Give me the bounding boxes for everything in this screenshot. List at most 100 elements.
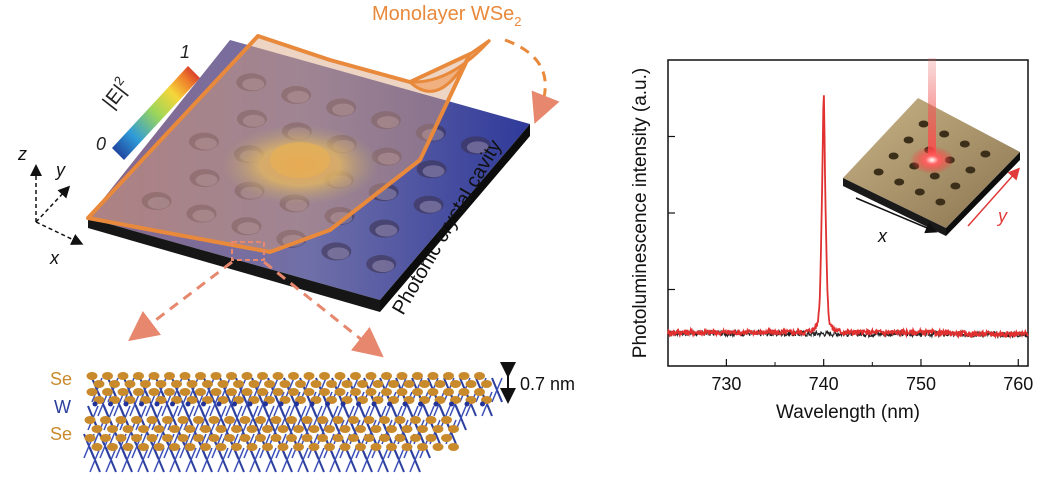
se-atom [164, 372, 175, 380]
se-atom [425, 434, 437, 442]
w-atom [356, 401, 361, 407]
se-atom [215, 425, 227, 433]
se-atom [195, 372, 206, 380]
se-atom [246, 425, 258, 433]
se-atom [224, 434, 235, 442]
se-atom [350, 372, 361, 380]
wse2-atomic-lattice [83, 372, 503, 473]
se-atom [441, 416, 452, 424]
w-atom [371, 401, 377, 407]
se-atom [350, 388, 361, 396]
plot-frame [667, 59, 1029, 367]
layer-se-bottom: Se [50, 424, 72, 444]
inset-hole [980, 150, 991, 158]
se-atom [425, 416, 437, 424]
inset-hole [918, 120, 929, 128]
se-atom [231, 425, 242, 433]
inset-y-label: y [996, 206, 1008, 226]
se-atom [241, 388, 253, 396]
se-atom [394, 416, 406, 424]
crystal-hole [236, 73, 267, 92]
se-atom [155, 380, 167, 388]
se-atom [86, 388, 98, 396]
crystal-hole [369, 219, 400, 238]
inset-hole [929, 172, 940, 180]
se-atom [394, 434, 406, 442]
x-tick-label: 740 [809, 374, 839, 394]
w-atom [170, 401, 175, 407]
se-atom [365, 388, 377, 396]
crystal-hole [141, 191, 172, 210]
se-atom [372, 380, 384, 388]
se-atom [226, 372, 237, 380]
se-atom [277, 443, 289, 451]
w-atom [387, 401, 392, 407]
se-atom [146, 416, 158, 424]
se-atom [324, 443, 335, 451]
crystal-hole [416, 160, 447, 179]
inset-hole [959, 140, 970, 148]
se-atom [262, 443, 273, 451]
se-atom [257, 388, 268, 396]
se-atom [122, 425, 134, 433]
x-tick-label: 750 [906, 374, 936, 394]
se-atom [308, 443, 320, 451]
se-atom [264, 380, 275, 388]
x-tick-label: 730 [711, 374, 741, 394]
se-atom [131, 434, 142, 442]
se-atom [84, 434, 96, 442]
se-atom [370, 443, 382, 451]
inset-hole [939, 130, 950, 138]
se-atom [148, 372, 160, 380]
w-atom [480, 401, 485, 407]
crystal-hole [321, 242, 352, 261]
se-atom [177, 416, 189, 424]
se-atom [324, 425, 335, 433]
se-atom [202, 380, 213, 388]
se-atom [341, 380, 353, 388]
inset-x-label: x [877, 226, 888, 246]
layer-w: W [54, 397, 71, 417]
y-axis-label: Photoluminescence intensity (a.u.) [630, 68, 651, 358]
se-atom [272, 372, 284, 380]
se-atom [186, 380, 198, 388]
x-tick-label: 760 [1003, 374, 1033, 394]
se-atom [272, 388, 284, 396]
se-atom [465, 380, 477, 388]
photonic-crystal-holes [141, 73, 491, 274]
se-atom [417, 443, 428, 451]
axis-z-label: z [17, 144, 27, 164]
w-atom [216, 401, 222, 407]
se-atom [412, 372, 423, 380]
zoom-region-box [231, 241, 265, 261]
se-atom [288, 388, 299, 396]
pl-spectrum-chart: 730 740 750 760 Wavelength (nm) Photoluminesc… [630, 59, 1033, 423]
crystal-hole [324, 206, 355, 225]
se-atom [131, 416, 142, 424]
series-line [667, 95, 1029, 340]
se-atom [386, 443, 397, 451]
zoom-arrow-left [128, 260, 233, 342]
thickness-label: 0.7 nm [520, 374, 575, 394]
se-atom [215, 443, 227, 451]
se-atom [162, 434, 173, 442]
se-atom [332, 416, 344, 424]
w-atom [263, 401, 268, 407]
se-atom [432, 443, 444, 451]
laser-spot-glow [910, 146, 954, 174]
se-atom [365, 372, 377, 380]
thickness-indicator: 0.7 nm [500, 362, 575, 404]
se-atom [293, 443, 304, 451]
se-atom [474, 372, 485, 380]
colorbar-label: |E|2 [96, 73, 135, 113]
se-atom [363, 434, 375, 442]
se-atom [138, 443, 149, 451]
se-atom [396, 372, 408, 380]
inset-device: x y [843, 58, 1020, 246]
w-atom [278, 401, 284, 407]
se-atom [164, 388, 175, 396]
se-atom [319, 388, 330, 396]
se-atom [115, 434, 127, 442]
w-atom [154, 401, 160, 407]
se-atom [210, 388, 222, 396]
